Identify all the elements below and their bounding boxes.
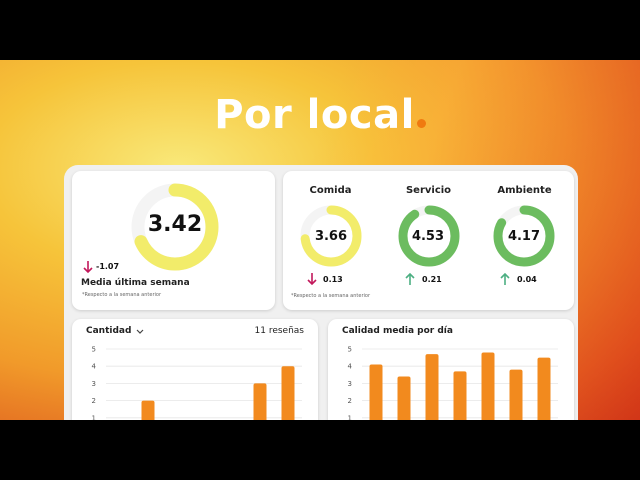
y-tick-label: 2 [348,397,352,405]
gauges-note: *Respecto a la semana anterior [291,293,371,299]
bar-count-1[interactable] [141,400,155,420]
y-tick-label: 4 [92,363,97,371]
headline-dot [416,119,426,128]
count-chart-title[interactable]: Cantidad [86,326,132,336]
headline: Por local [0,92,640,138]
gauge-value-comida: 3.66 [314,229,348,244]
bar-quality-0[interactable] [369,364,383,420]
chevron-down-icon[interactable] [136,329,144,335]
gauge-arc-ambiente [493,205,555,267]
bar-count-6[interactable] [281,366,295,420]
bar-quality-4[interactable] [481,352,495,420]
gauge-arc-servicio [398,205,460,267]
arrow-down-icon [83,261,93,274]
gauge-value-servicio: 4.53 [411,229,445,244]
quality-bar-chart: 5 4 3 2 1 [348,346,558,420]
gauge-label-ambiente: Ambiente [497,185,552,196]
weekly-average-card: 3.42 -1.07 Media última semana *Respecto… [72,171,275,310]
gauge-value-ambiente: 4.17 [507,229,541,244]
arrow-up-icon [500,272,510,285]
weekly-gauge-arc [131,183,219,271]
arrow-up-icon [405,272,415,285]
hero-background: Por local 3.42 -1.07 Media última semana… [0,60,640,420]
bar-quality-2[interactable] [425,354,439,420]
arrow-down-icon [307,273,317,286]
bar-quality-5[interactable] [509,369,523,420]
y-tick-label: 5 [348,346,352,354]
gauge-delta-ambiente: 0.04 [517,275,537,284]
gauge-label-comida: Comida [309,185,352,196]
y-tick-label: 3 [348,380,352,388]
gauge-delta-servicio: 0.21 [422,275,442,284]
letterbox-top [0,0,640,60]
y-tick-label: 4 [348,363,353,371]
dashboard-panel: 3.42 -1.07 Media última semana *Respecto… [64,165,578,420]
weekly-average-label: Media última semana [81,278,190,288]
bar-count-5[interactable] [253,383,267,420]
quality-chart-title: Calidad media por día [342,326,453,336]
gauge-delta-comida: 0.13 [323,275,343,284]
bar-quality-1[interactable] [397,376,411,420]
count-chart-card: Cantidad 11 reseñas 5 4 3 2 1 [72,319,318,420]
y-tick-label: 2 [92,397,96,405]
review-count: 11 reseñas [254,326,305,336]
gauge-label-servicio: Servicio [405,185,452,196]
y-tick-label: 1 [92,414,96,420]
quality-chart-card: Calidad media por día 5 4 3 2 1 [328,319,574,420]
y-tick-label: 3 [92,380,96,388]
weekly-average-value: 3.42 [147,212,203,237]
y-tick-label: 5 [92,346,96,354]
gauge-arc-comida [300,205,362,267]
weekly-note: *Respecto a la semana anterior [82,292,162,298]
category-scores-card: Comida Servicio Ambiente 3.66 4.53 4.17 … [283,171,574,310]
bar-quality-6[interactable] [537,357,551,420]
weekly-delta: -1.07 [96,262,120,271]
headline-text: Por local [214,92,415,138]
y-tick-label: 1 [348,414,352,420]
bar-quality-3[interactable] [453,371,467,420]
count-bar-chart: 5 4 3 2 1 [92,346,302,420]
letterbox-bottom [0,420,640,480]
